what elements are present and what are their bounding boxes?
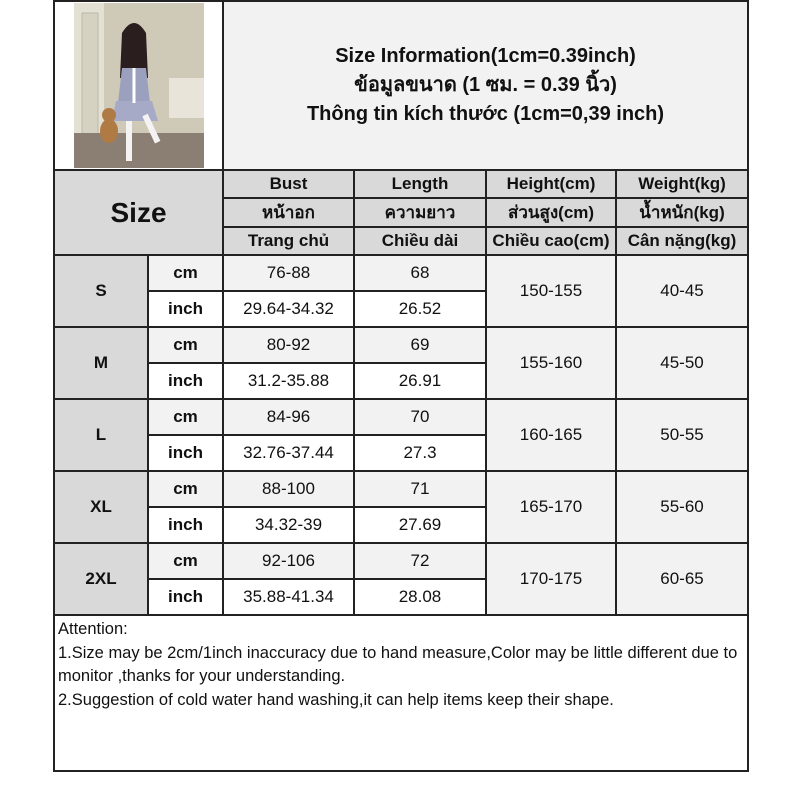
title-thai: ข้อมูลขนาด (1 ซม. = 0.39 นิ้ว) xyxy=(354,74,617,96)
size-row-inch: inch 34.32-39 27.69 xyxy=(54,506,748,544)
unit-inch: inch xyxy=(147,362,224,400)
col-length-th: ความยาว xyxy=(353,197,487,228)
size-row-cm: M cm 80-92 69 155-160 45-50 xyxy=(53,326,750,400)
col-length-vi: Chiều dài xyxy=(353,226,487,256)
title-english: Size Information(1cm=0.39inch) xyxy=(335,45,636,67)
size-label: XL xyxy=(53,470,149,544)
size-chart-table: Size Information(1cm=0.39inch) ข้อมูลขนา… xyxy=(52,0,750,772)
size-label: 2XL xyxy=(53,542,149,616)
length-cm: 72 xyxy=(353,542,487,580)
height-range: 165-170 xyxy=(485,470,617,544)
size-row-inch: inch 29.64-34.32 26.52 xyxy=(54,290,748,328)
col-weight-th: น้ำหนัก(kg) xyxy=(614,197,750,228)
length-inch: 26.52 xyxy=(353,290,487,328)
title-vietnamese: Thông tin kích thước (1cm=0,39 inch) xyxy=(306,103,665,125)
size-label: M xyxy=(53,326,149,400)
col-bust-en: Bust xyxy=(222,169,355,199)
bust-inch: 29.64-34.32 xyxy=(222,290,355,328)
product-photo xyxy=(73,3,204,168)
unit-cm: cm xyxy=(147,542,224,580)
attention-heading: Attention: xyxy=(58,620,128,638)
bust-cm: 84-96 xyxy=(222,398,355,436)
size-row-inch: inch 32.76-37.44 27.3 xyxy=(54,434,748,472)
height-range: 155-160 xyxy=(485,326,617,400)
bust-cm: 92-106 xyxy=(222,542,355,580)
bust-cm: 80-92 xyxy=(222,326,355,364)
length-inch: 27.3 xyxy=(353,434,487,472)
size-information-title: Size Information(1cm=0.39inch) ข้อมูลขนา… xyxy=(221,0,750,171)
length-inch: 27.69 xyxy=(353,506,487,544)
unit-inch: inch xyxy=(147,506,224,544)
length-inch: 26.91 xyxy=(353,362,487,400)
size-row-cm: S cm 76-88 68 150-155 40-45 xyxy=(53,254,750,328)
weight-range: 40-45 xyxy=(614,254,750,328)
size-header: Size xyxy=(53,169,224,256)
attention-notes: Attention: 1.Size may be 2cm/1inch inacc… xyxy=(52,614,750,772)
length-cm: 70 xyxy=(353,398,487,436)
col-height-vi: Chiều cao(cm) xyxy=(485,226,617,256)
size-row-inch: inch 31.2-35.88 26.91 xyxy=(54,362,748,400)
length-inch: 28.08 xyxy=(353,578,487,616)
height-range: 160-165 xyxy=(485,398,617,472)
bust-cm: 76-88 xyxy=(222,254,355,292)
col-height-en: Height(cm) xyxy=(485,169,617,199)
col-bust-th: หน้าอก xyxy=(222,197,355,228)
length-cm: 69 xyxy=(353,326,487,364)
attention-line-2: 2.Suggestion of cold water hand washing,… xyxy=(58,690,614,709)
weight-range: 45-50 xyxy=(614,326,750,400)
unit-cm: cm xyxy=(147,398,224,436)
col-height-th: ส่วนสูง(cm) xyxy=(485,197,617,228)
bust-inch: 35.88-41.34 xyxy=(222,578,355,616)
attention-line-1: 1.Size may be 2cm/1inch inaccuracy due t… xyxy=(58,643,738,686)
height-range: 170-175 xyxy=(485,542,617,616)
weight-range: 60-65 xyxy=(614,542,750,616)
col-weight-vi: Cân nặng(kg) xyxy=(614,226,750,256)
col-length-en: Length xyxy=(353,169,487,199)
size-row-cm: 2XL cm 92-106 72 170-175 60-65 xyxy=(53,542,750,616)
bust-inch: 34.32-39 xyxy=(222,506,355,544)
col-weight-en: Weight(kg) xyxy=(614,169,750,199)
size-label: L xyxy=(53,398,149,472)
length-cm: 71 xyxy=(353,470,487,508)
height-range: 150-155 xyxy=(485,254,617,328)
size-row-cm: XL cm 88-100 71 165-170 55-60 xyxy=(53,470,750,544)
product-photo-cell xyxy=(53,0,224,171)
unit-cm: cm xyxy=(147,326,224,364)
size-row-cm: L cm 84-96 70 160-165 50-55 xyxy=(53,398,750,472)
bust-inch: 32.76-37.44 xyxy=(222,434,355,472)
unit-inch: inch xyxy=(147,434,224,472)
weight-range: 50-55 xyxy=(614,398,750,472)
weight-range: 55-60 xyxy=(614,470,750,544)
unit-inch: inch xyxy=(147,290,224,328)
size-row-inch: inch 35.88-41.34 28.08 xyxy=(54,578,748,616)
length-cm: 68 xyxy=(353,254,487,292)
unit-cm: cm xyxy=(147,470,224,508)
bust-inch: 31.2-35.88 xyxy=(222,362,355,400)
bust-cm: 88-100 xyxy=(222,470,355,508)
col-bust-vi: Trang chủ xyxy=(222,226,355,256)
unit-inch: inch xyxy=(147,578,224,616)
unit-cm: cm xyxy=(147,254,224,292)
size-label: S xyxy=(53,254,149,328)
